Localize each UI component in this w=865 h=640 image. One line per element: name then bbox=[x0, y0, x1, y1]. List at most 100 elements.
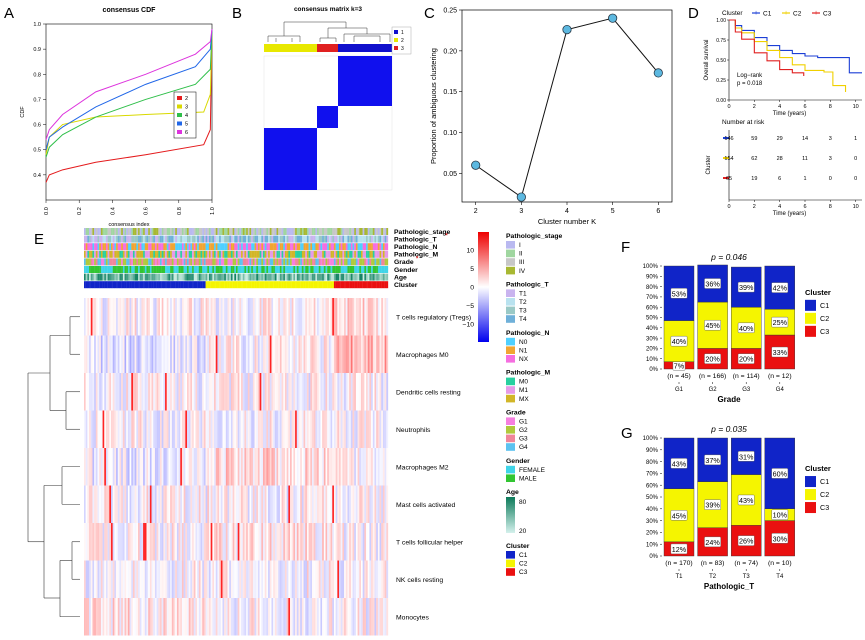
heatmap-cell bbox=[371, 298, 373, 336]
heatmap-cell bbox=[247, 560, 250, 598]
heatmap-cell bbox=[225, 598, 228, 636]
track-cell bbox=[85, 281, 88, 289]
survival-legend-mark: + bbox=[814, 10, 818, 17]
heatmap-cell bbox=[156, 485, 159, 523]
track-cell bbox=[312, 266, 314, 273]
heatmap-cell bbox=[263, 448, 265, 486]
heatmap-cell bbox=[372, 523, 375, 561]
track-cell bbox=[312, 273, 314, 281]
track-cell bbox=[379, 273, 382, 281]
track-cell bbox=[306, 228, 309, 235]
track-cell bbox=[163, 258, 166, 266]
heatmap-cell bbox=[90, 523, 93, 561]
track-cell bbox=[90, 281, 93, 289]
legend-swatch bbox=[506, 559, 515, 568]
track-cell bbox=[273, 258, 275, 266]
heatmap-cell bbox=[367, 523, 370, 561]
heatmap-cell bbox=[241, 410, 243, 448]
heatmap-cell bbox=[89, 523, 91, 561]
y-axis-label: CDF bbox=[20, 106, 26, 118]
heatmap-cell bbox=[288, 485, 291, 523]
track-cell bbox=[207, 250, 210, 258]
heatmap-cell bbox=[219, 523, 221, 561]
track-cell bbox=[138, 258, 140, 266]
track-cell bbox=[175, 250, 178, 258]
track-cell bbox=[332, 273, 335, 281]
track-cell bbox=[127, 273, 130, 281]
heatmap-cell bbox=[325, 523, 328, 561]
track-cell bbox=[192, 258, 194, 266]
track-cell bbox=[190, 235, 193, 243]
track-cell bbox=[308, 228, 311, 235]
legend-label-C1: C1 bbox=[820, 301, 829, 310]
heatmap-cell bbox=[354, 373, 357, 411]
track-cell bbox=[333, 258, 336, 266]
panel-letter-d: D bbox=[688, 5, 699, 22]
heatmap-cell bbox=[298, 298, 301, 336]
track-cell bbox=[183, 243, 186, 251]
track-cell bbox=[369, 273, 372, 281]
track-cell bbox=[161, 235, 164, 243]
heatmap-cell bbox=[298, 560, 301, 598]
panel-letter-c: C bbox=[424, 5, 435, 22]
track-cell bbox=[200, 250, 203, 258]
heatmap-cell bbox=[126, 410, 129, 448]
track-cell bbox=[141, 266, 144, 273]
track-cell bbox=[337, 235, 340, 243]
survival-legend-label: C2 bbox=[793, 11, 802, 18]
track-cell bbox=[105, 228, 108, 235]
heatmap-cell bbox=[286, 485, 289, 523]
heatmap-cell bbox=[193, 560, 196, 598]
heatmap-cell bbox=[284, 410, 287, 448]
heatmap-cell bbox=[300, 335, 303, 373]
track-cell bbox=[154, 273, 157, 281]
track-cell bbox=[242, 266, 245, 273]
track-cell bbox=[286, 235, 289, 243]
track-cell bbox=[354, 258, 357, 266]
track-cell bbox=[347, 250, 350, 258]
track-cell bbox=[132, 258, 135, 266]
heatmap-cell bbox=[200, 410, 203, 448]
heatmap-cell bbox=[229, 485, 232, 523]
heatmap-cell bbox=[323, 485, 326, 523]
track-cell bbox=[273, 235, 275, 243]
heatmap-cell bbox=[107, 373, 110, 411]
heatmap-cell bbox=[376, 373, 379, 411]
track-cell bbox=[325, 250, 328, 258]
survival-legend-label: C3 bbox=[823, 11, 832, 18]
track-cell bbox=[178, 273, 181, 281]
track-cell bbox=[372, 235, 375, 243]
track-cell bbox=[360, 273, 363, 281]
track-cell bbox=[310, 281, 313, 289]
heatmap-cell bbox=[317, 373, 319, 411]
heatmap-cell bbox=[107, 598, 110, 636]
track-cell bbox=[308, 258, 311, 266]
heatmap-cell bbox=[227, 373, 230, 411]
y-tick-label: 0.7 bbox=[33, 97, 41, 103]
track-cell bbox=[160, 266, 162, 273]
heatmap-cell bbox=[205, 373, 208, 411]
track-cell bbox=[111, 250, 113, 258]
heatmap-cell bbox=[198, 523, 201, 561]
track-cell bbox=[234, 258, 237, 266]
heatmap-cell bbox=[205, 410, 208, 448]
risk-x-tick-label: 10 bbox=[853, 204, 859, 210]
heatmap-cell bbox=[143, 448, 145, 486]
bar-label-box bbox=[737, 322, 755, 333]
track-cell bbox=[367, 273, 370, 281]
heatmap-cell bbox=[153, 410, 156, 448]
heatmap-cell bbox=[241, 335, 243, 373]
track-cell bbox=[305, 243, 308, 251]
track-cell bbox=[381, 228, 384, 235]
track-cell bbox=[342, 281, 345, 289]
track-cell bbox=[154, 281, 157, 289]
heatmap-cell bbox=[246, 485, 248, 523]
heatmap-cell bbox=[317, 335, 319, 373]
heatmap-cell bbox=[274, 523, 277, 561]
heatmap-cell bbox=[360, 560, 363, 598]
heatmap-cell bbox=[95, 448, 98, 486]
track-cell bbox=[349, 273, 351, 281]
heatmap-cell bbox=[332, 485, 335, 523]
track-cell bbox=[229, 228, 232, 235]
heatmap-cell bbox=[114, 560, 117, 598]
